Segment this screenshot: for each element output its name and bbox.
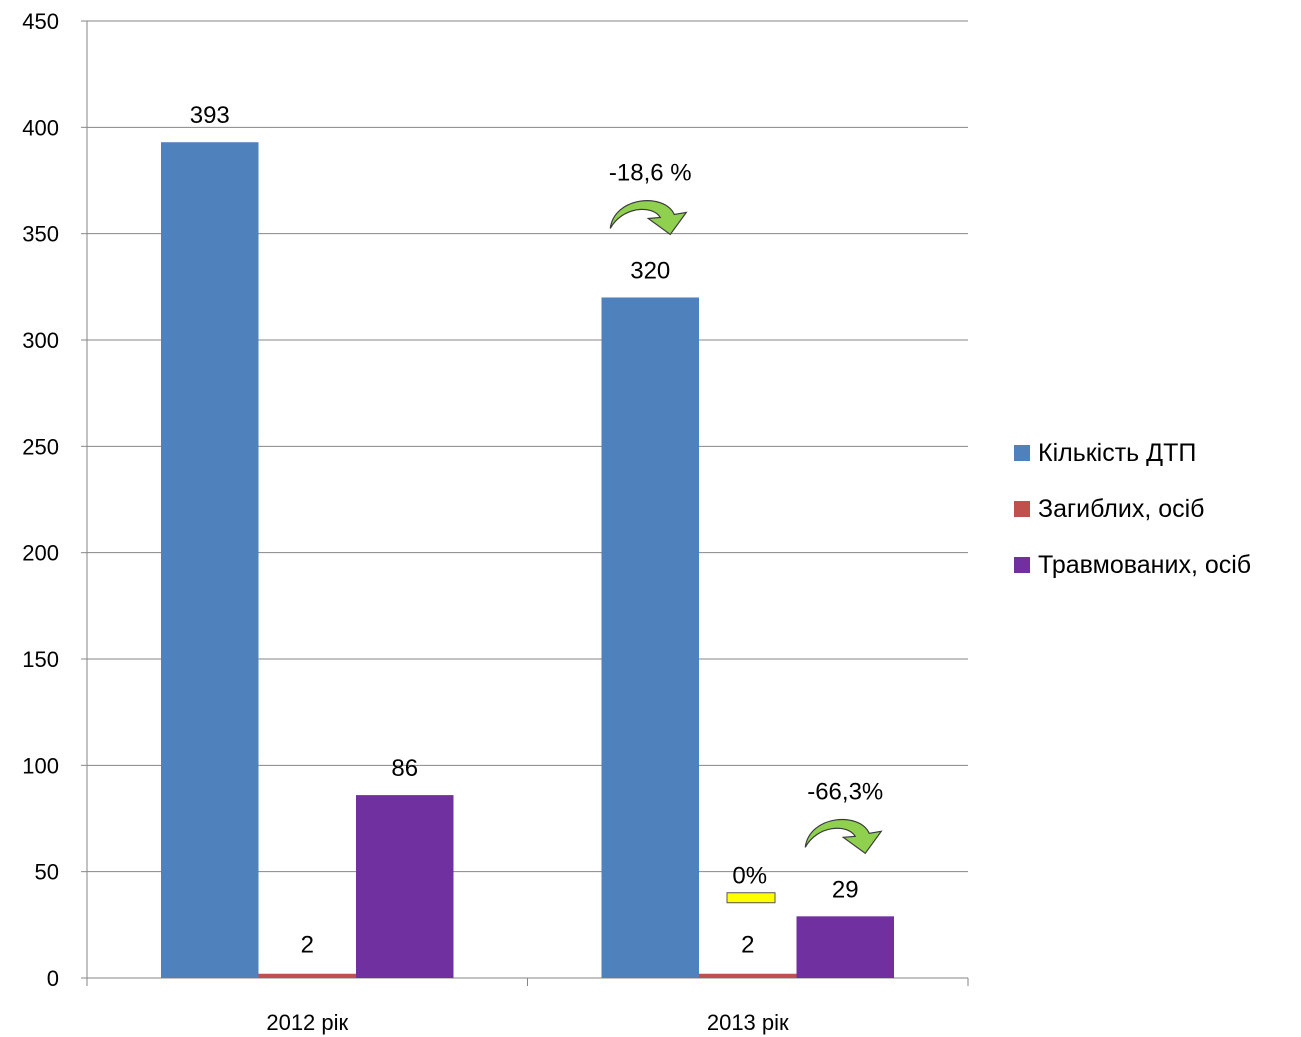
data-label: 2 <box>741 932 754 959</box>
legend-item-accidents: Кількість ДТП <box>1014 425 1251 481</box>
green-curved-arrow-icon <box>609 200 688 236</box>
y-tick-label: 300 <box>22 328 59 353</box>
y-tick-label: 50 <box>35 860 59 885</box>
yellow-dash-icon <box>726 892 776 904</box>
legend-item-injured: Травмованих, осіб <box>1014 537 1251 593</box>
x-tick-label: 2012 рік <box>266 1010 348 1035</box>
bar <box>161 142 259 979</box>
x-tick-label: 2013 рік <box>707 1010 789 1035</box>
y-tick-label: 200 <box>22 541 59 566</box>
y-tick-label: 400 <box>22 115 59 140</box>
annotation-label: -18,6 % <box>609 159 692 186</box>
y-tick-label: 250 <box>22 434 59 459</box>
legend-item-killed: Загиблих, осіб <box>1014 481 1251 537</box>
annotation-label: -66,3% <box>807 778 883 805</box>
bar <box>601 297 699 978</box>
data-label: 29 <box>832 876 859 903</box>
annotation-label: 0% <box>732 863 767 890</box>
bar <box>796 916 894 978</box>
legend: Кількість ДТП Загиблих, осіб Травмованих… <box>1014 425 1251 593</box>
y-tick-label: 450 <box>22 9 59 34</box>
legend-swatch <box>1014 501 1030 517</box>
legend-label: Загиблих, осіб <box>1038 494 1205 523</box>
green-curved-arrow-icon <box>804 819 883 855</box>
legend-swatch <box>1014 557 1030 573</box>
legend-label: Травмованих, осіб <box>1038 550 1252 579</box>
bar <box>699 973 797 978</box>
data-label: 393 <box>190 102 230 129</box>
y-tick-label: 350 <box>22 222 59 247</box>
y-tick-label: 150 <box>22 647 59 672</box>
data-label: 2 <box>301 932 314 959</box>
legend-label: Кількість ДТП <box>1038 438 1197 467</box>
data-label: 86 <box>391 755 418 782</box>
y-tick-label: 0 <box>47 966 59 991</box>
data-label: 320 <box>630 257 670 284</box>
bar <box>258 973 356 978</box>
legend-swatch <box>1014 445 1030 461</box>
y-tick-label: 100 <box>22 753 59 778</box>
bar <box>356 795 454 978</box>
